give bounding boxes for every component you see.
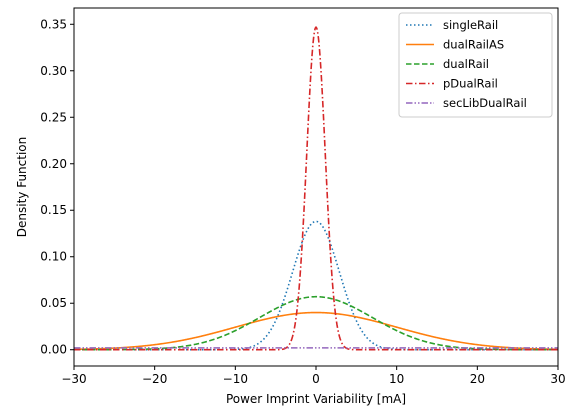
y-axis-label: Density Function [15,137,29,237]
x-tick-label: 20 [470,372,485,386]
legend-label-singleRail: singleRail [443,18,498,32]
x-tick-label: −20 [142,372,167,386]
y-tick-label: 0.00 [40,343,67,357]
series-layer [74,26,558,351]
y-tick-label: 0.05 [40,296,67,310]
y-tick-label: 0.35 [40,17,67,31]
legend-label-pDualRail: pDualRail [443,77,498,91]
x-tick-label: −10 [223,372,248,386]
series-line-pDualRail [74,26,558,351]
y-tick-label: 0.25 [40,110,67,124]
legend: singleRail dualRailAS dualRail pDualRail sec… [398,12,553,118]
legend-box [398,12,553,118]
x-axis-label: Power Imprint Variability [mA] [226,392,406,406]
y-tick-label: 0.15 [40,203,67,217]
x-tick-label: −30 [61,372,86,386]
y-tick-label: 0.30 [40,64,67,78]
y-axis: 0.00 0.05 0.10 0.15 0.20 0.25 0.30 0.35 [40,17,74,357]
x-tick-label: 30 [550,372,565,386]
y-tick-label: 0.10 [40,250,67,264]
x-tick-label: 0 [312,372,320,386]
series-line-dualRail [74,295,558,351]
legend-label-secLibDualRail: secLibDualRail [443,96,527,110]
y-tick-label: 0.20 [40,157,67,171]
x-tick-label: 10 [389,372,404,386]
legend-label-dualRail: dualRail [443,57,489,71]
series-line-dualRailAS [74,311,558,351]
x-axis: −30 −20 −10 0 10 20 30 [61,366,566,386]
legend-label-dualRailAS: dualRailAS [443,38,504,52]
